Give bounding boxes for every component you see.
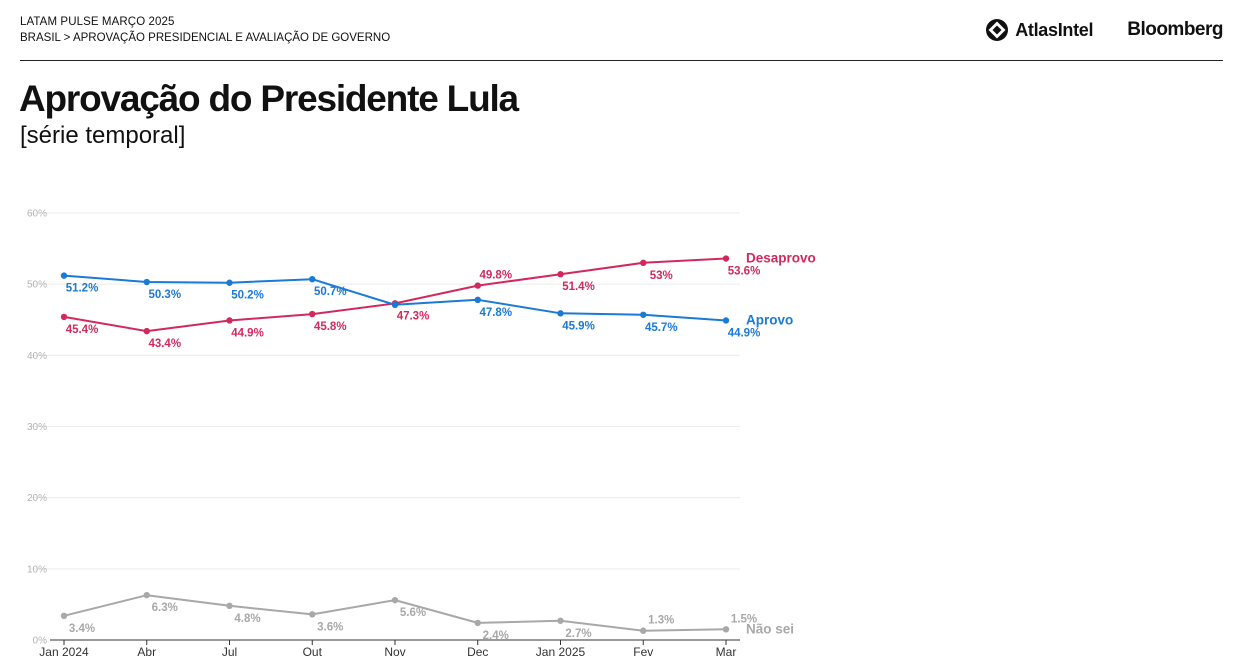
x-tick-label: Jan 2025 xyxy=(536,645,586,659)
y-tick-label: 60% xyxy=(27,209,47,220)
data-label-n-o-sei: 2.7% xyxy=(565,628,591,640)
atlasintel-logo: AtlasIntel xyxy=(985,18,1094,42)
data-point-n-o-sei xyxy=(557,617,564,624)
data-point-n-o-sei xyxy=(309,611,316,618)
data-point-aprovo xyxy=(226,279,233,286)
x-tick-label: Jul xyxy=(222,645,237,659)
data-point-n-o-sei xyxy=(722,626,730,633)
data-label-desaprovo: 53% xyxy=(650,270,673,282)
data-label-aprovo: 50.3% xyxy=(148,289,181,301)
x-tick-label: Out xyxy=(303,645,323,659)
report-header: LATAM PULSE MARÇO 2025 BRASIL > APROVAÇÃ… xyxy=(20,14,1223,61)
chart-subtitle: [série temporal] xyxy=(20,122,186,149)
data-label-n-o-sei: 6.3% xyxy=(152,602,178,614)
x-tick-label: Jan 2024 xyxy=(39,645,89,659)
data-point-n-o-sei xyxy=(391,596,399,604)
data-label-desaprovo: 49.8% xyxy=(479,270,512,282)
data-point-desaprovo xyxy=(143,327,150,335)
data-point-aprovo xyxy=(474,296,481,304)
data-label-n-o-sei: 1.3% xyxy=(648,615,674,627)
report-kicker: LATAM PULSE MARÇO 2025 xyxy=(20,16,175,28)
series-lines xyxy=(63,257,727,632)
data-point-n-o-sei xyxy=(143,591,150,599)
x-tick-label: Dec xyxy=(467,645,488,659)
y-tick-label: 30% xyxy=(27,422,47,433)
data-label-n-o-sei: 3.4% xyxy=(69,623,95,635)
data-label-desaprovo: 44.9% xyxy=(231,327,264,339)
data-point-desaprovo xyxy=(640,259,647,267)
data-label-aprovo: 51.2% xyxy=(66,283,99,295)
x-tick-label: Nov xyxy=(384,645,405,659)
data-point-desaprovo xyxy=(474,282,481,289)
data-label-n-o-sei: 1.5% xyxy=(731,613,757,625)
data-point-aprovo xyxy=(557,310,564,317)
data-label-desaprovo: 47.3% xyxy=(397,310,430,322)
x-tick-label: Fev xyxy=(633,645,653,659)
data-point-aprovo xyxy=(143,278,150,286)
data-label-desaprovo: 45.8% xyxy=(314,321,347,333)
x-tick-label: Mar xyxy=(716,645,737,659)
data-label-n-o-sei: 4.8% xyxy=(234,613,260,625)
data-label-desaprovo: 45.4% xyxy=(66,324,99,336)
data-point-n-o-sei xyxy=(474,619,481,627)
y-tick-label: 10% xyxy=(27,564,47,575)
series-label-aprovo: Aprovo xyxy=(746,312,793,327)
y-tick-label: 0% xyxy=(33,636,48,647)
data-point-aprovo xyxy=(640,311,647,318)
atlasintel-mark-icon xyxy=(986,19,1009,41)
brand-logos: AtlasIntel Bloomberg xyxy=(985,16,1223,44)
data-point-aprovo xyxy=(309,275,316,283)
data-label-n-o-sei: 2.4% xyxy=(483,630,509,642)
axes: 0% 10% 20% 30% 40% 50% 60% Jan 2024 Abr Jul Out Nov… xyxy=(27,209,740,659)
x-tick-label: Abr xyxy=(137,645,156,659)
bloomberg-wordmark: Bloomberg xyxy=(1127,19,1223,40)
data-label-aprovo: 50.7% xyxy=(314,286,347,298)
series-label-n-o-sei: Não sei xyxy=(746,621,794,636)
y-tick-label: 50% xyxy=(27,280,47,291)
data-point-aprovo xyxy=(60,272,68,279)
data-label-n-o-sei: 3.6% xyxy=(317,621,343,633)
data-point-desaprovo xyxy=(60,313,68,321)
data-label-desaprovo: 43.4% xyxy=(148,338,181,350)
data-point-n-o-sei xyxy=(60,612,68,620)
data-point-desaprovo xyxy=(309,310,316,318)
data-label-n-o-sei: 5.6% xyxy=(400,607,426,619)
data-label-aprovo: 45.7% xyxy=(645,322,678,334)
data-point-desaprovo xyxy=(226,317,233,324)
breadcrumb: BRASIL > APROVAÇÃO PRESIDENCIAL E AVALIA… xyxy=(20,32,391,44)
y-tick-label: 40% xyxy=(27,351,47,362)
series-points xyxy=(60,255,730,634)
data-label-desaprovo: 53.6% xyxy=(728,266,761,278)
data-point-n-o-sei xyxy=(640,627,647,634)
data-point-desaprovo xyxy=(557,271,564,278)
series-end-labels: Desaprovo Aprovo Não sei xyxy=(746,251,816,637)
atlasintel-wordmark: AtlasIntel xyxy=(1015,19,1094,40)
data-label-desaprovo: 51.4% xyxy=(562,281,595,293)
data-label-aprovo: 45.9% xyxy=(562,320,595,332)
data-label-aprovo: 50.2% xyxy=(231,290,264,302)
data-label-aprovo: 44.9% xyxy=(728,327,761,339)
series-label-desaprovo: Desaprovo xyxy=(746,251,816,266)
grid-layer xyxy=(30,212,740,570)
y-tick-label: 20% xyxy=(27,493,47,504)
chart-title: Aprovação do Presidente Lula xyxy=(19,78,519,119)
data-labels: 45.4% 43.4% 44.9% 45.8% 47.3% 49.8% 51.4% 53% 53… xyxy=(66,266,761,642)
data-point-aprovo xyxy=(722,317,730,324)
data-point-desaprovo xyxy=(722,255,730,262)
data-label-aprovo: 47.8% xyxy=(479,307,512,319)
data-point-aprovo xyxy=(391,301,399,309)
data-point-n-o-sei xyxy=(226,602,233,610)
